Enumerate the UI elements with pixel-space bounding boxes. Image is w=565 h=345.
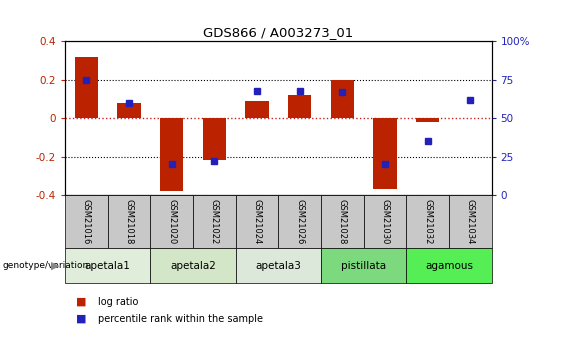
Text: percentile rank within the sample: percentile rank within the sample [98, 314, 263, 324]
Text: GSM21028: GSM21028 [338, 199, 347, 244]
Text: genotype/variation: genotype/variation [3, 261, 89, 270]
Bar [117, 103, 141, 118]
Bar [288, 95, 311, 118]
Text: ■: ■ [76, 314, 87, 324]
Bar [75, 57, 98, 118]
Text: GSM21030: GSM21030 [380, 199, 389, 244]
Text: GSM21016: GSM21016 [82, 199, 91, 244]
Text: GSM21024: GSM21024 [253, 199, 262, 244]
Text: pistillata: pistillata [341, 261, 386, 270]
Title: GDS866 / A003273_01: GDS866 / A003273_01 [203, 26, 353, 39]
Text: agamous: agamous [425, 261, 473, 270]
Text: GSM21022: GSM21022 [210, 199, 219, 244]
Text: GSM21020: GSM21020 [167, 199, 176, 244]
Bar [331, 80, 354, 118]
Text: apetala1: apetala1 [85, 261, 131, 270]
Text: GSM21034: GSM21034 [466, 199, 475, 244]
Bar [245, 101, 269, 118]
Text: apetala2: apetala2 [170, 261, 216, 270]
Text: log ratio: log ratio [98, 297, 138, 307]
Text: GSM21032: GSM21032 [423, 199, 432, 244]
Bar [202, 118, 226, 160]
Text: ■: ■ [76, 297, 87, 307]
Bar [373, 118, 397, 189]
Text: GSM21026: GSM21026 [295, 199, 304, 244]
Bar [160, 118, 184, 191]
Text: ▶: ▶ [51, 261, 59, 270]
Text: GSM21018: GSM21018 [124, 199, 133, 244]
Bar [416, 118, 440, 122]
Text: apetala3: apetala3 [255, 261, 301, 270]
